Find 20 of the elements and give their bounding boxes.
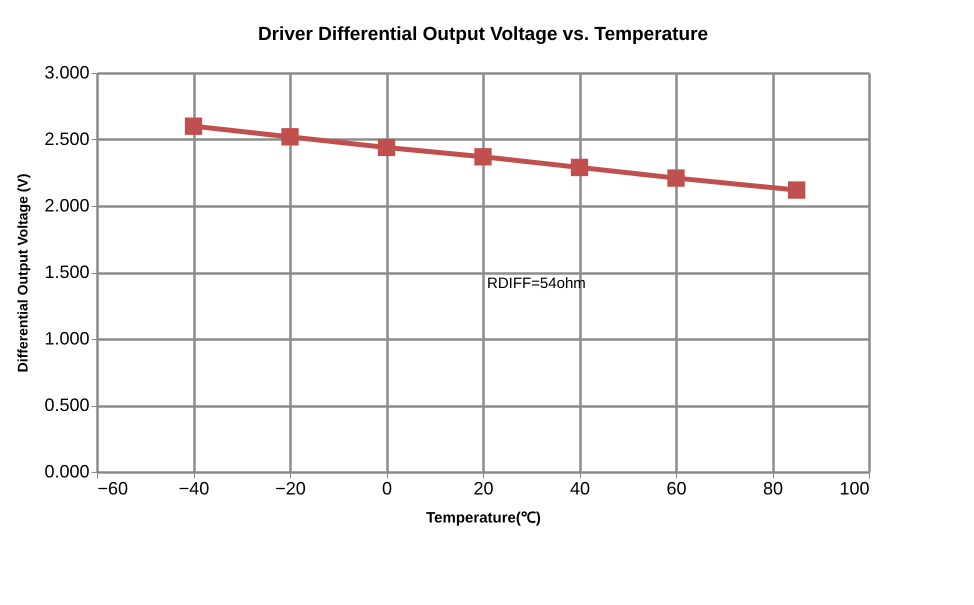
x-tick-label: 100 <box>839 478 870 498</box>
y-tick-label: 0.000 <box>44 462 90 482</box>
y-tick-label: 1.500 <box>44 262 90 282</box>
y-axis-title: Differential Output Voltage (V) <box>14 174 30 372</box>
x-tick-label: 40 <box>570 478 590 498</box>
y-tick-label: 2.000 <box>44 196 90 216</box>
y-tick-label: 3.000 <box>44 62 90 82</box>
x-tick-label: −60 <box>98 478 128 498</box>
y-tick-label: 1.000 <box>44 328 90 348</box>
y-tick-label: 0.500 <box>44 395 90 415</box>
x-tick-label: −40 <box>178 478 210 498</box>
chart-title: Driver Differential Output Voltage vs. Temperature <box>258 24 708 45</box>
x-tick-label: 20 <box>473 478 494 498</box>
y-tick-label: 2.500 <box>44 129 90 149</box>
x-axis-title: Temperature(℃) <box>426 510 541 526</box>
annotation: RDIFF=54ohm <box>487 275 586 292</box>
x-tick-label: 60 <box>666 478 687 498</box>
x-tick-label: −20 <box>275 478 306 498</box>
x-tick-label: 0 <box>382 478 392 498</box>
x-tick-label: 80 <box>762 478 784 498</box>
